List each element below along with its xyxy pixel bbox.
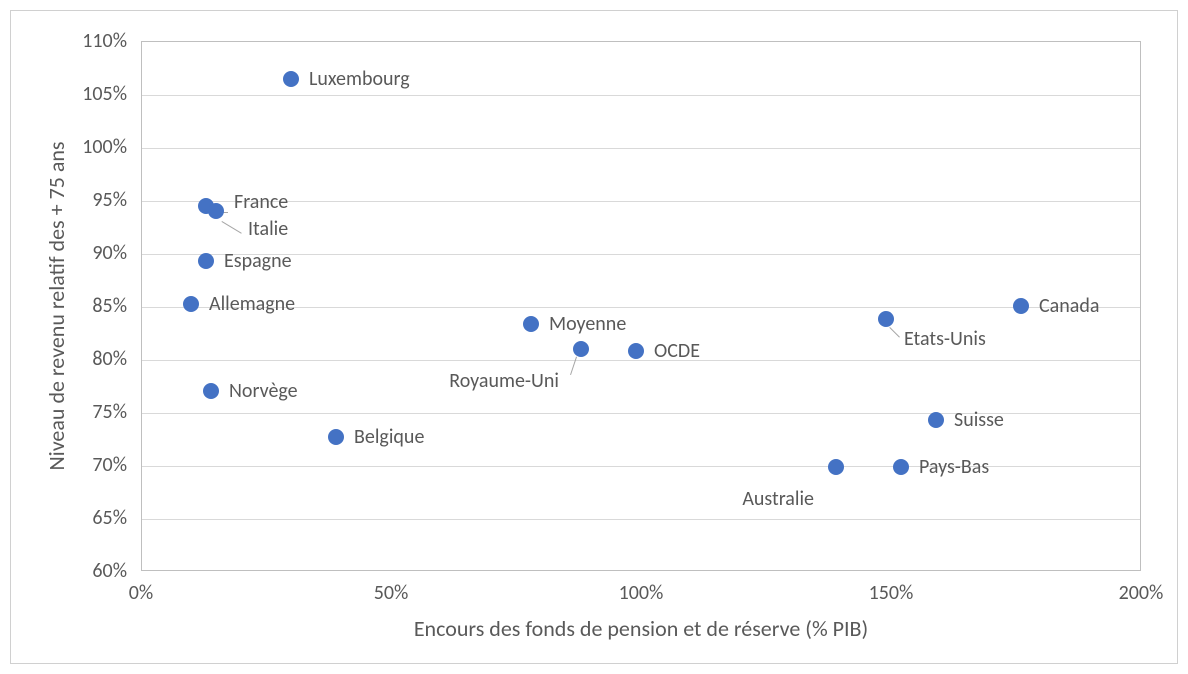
data-point bbox=[198, 253, 214, 269]
data-point bbox=[183, 296, 199, 312]
data-label: Norvège bbox=[229, 379, 298, 403]
grid-line bbox=[142, 95, 1140, 96]
data-label: Australie bbox=[742, 487, 814, 511]
chart-container: 60%65%70%75%80%85%90%95%100%105%110%0%50… bbox=[10, 10, 1178, 664]
data-point bbox=[203, 383, 219, 399]
data-point bbox=[208, 203, 224, 219]
data-label: Canada bbox=[1039, 294, 1099, 318]
x-tick-label: 0% bbox=[129, 581, 153, 605]
grid-line bbox=[142, 466, 1140, 467]
data-label: France bbox=[234, 190, 288, 214]
data-label: Suisse bbox=[954, 408, 1004, 432]
data-label: Luxembourg bbox=[309, 67, 410, 91]
x-axis-title: Encours des fonds de pension et de réser… bbox=[414, 615, 868, 642]
data-point bbox=[328, 429, 344, 445]
y-axis-title: Niveau de revenu relatif des + 75 ans bbox=[43, 141, 70, 470]
data-point bbox=[573, 341, 589, 357]
grid-line bbox=[142, 519, 1140, 520]
data-point bbox=[628, 343, 644, 359]
x-tick-label: 200% bbox=[1119, 581, 1164, 605]
x-tick-label: 50% bbox=[374, 581, 409, 605]
data-point bbox=[893, 459, 909, 475]
data-label: Etats-Unis bbox=[904, 327, 986, 351]
data-label: Italie bbox=[248, 217, 288, 241]
data-label: Espagne bbox=[224, 249, 292, 273]
y-tick-label: 110% bbox=[11, 29, 127, 53]
x-tick-label: 100% bbox=[619, 581, 664, 605]
grid-line bbox=[142, 201, 1140, 202]
y-tick-label: 65% bbox=[11, 506, 127, 530]
grid-line bbox=[142, 360, 1140, 361]
y-tick-label: 105% bbox=[11, 82, 127, 106]
data-point bbox=[878, 311, 894, 327]
data-label: Pays-Bas bbox=[919, 455, 989, 479]
data-point bbox=[283, 71, 299, 87]
data-point bbox=[523, 316, 539, 332]
data-label: Belgique bbox=[354, 425, 424, 449]
data-label: OCDE bbox=[654, 339, 700, 363]
y-tick-label: 60% bbox=[11, 559, 127, 583]
x-tick-label: 150% bbox=[869, 581, 914, 605]
data-point bbox=[928, 412, 944, 428]
data-point bbox=[828, 459, 844, 475]
data-label: Moyenne bbox=[549, 312, 626, 336]
data-label: Allemagne bbox=[209, 292, 295, 316]
data-label: Royaume-Uni bbox=[449, 369, 559, 393]
data-point bbox=[1013, 298, 1029, 314]
grid-line bbox=[142, 148, 1140, 149]
